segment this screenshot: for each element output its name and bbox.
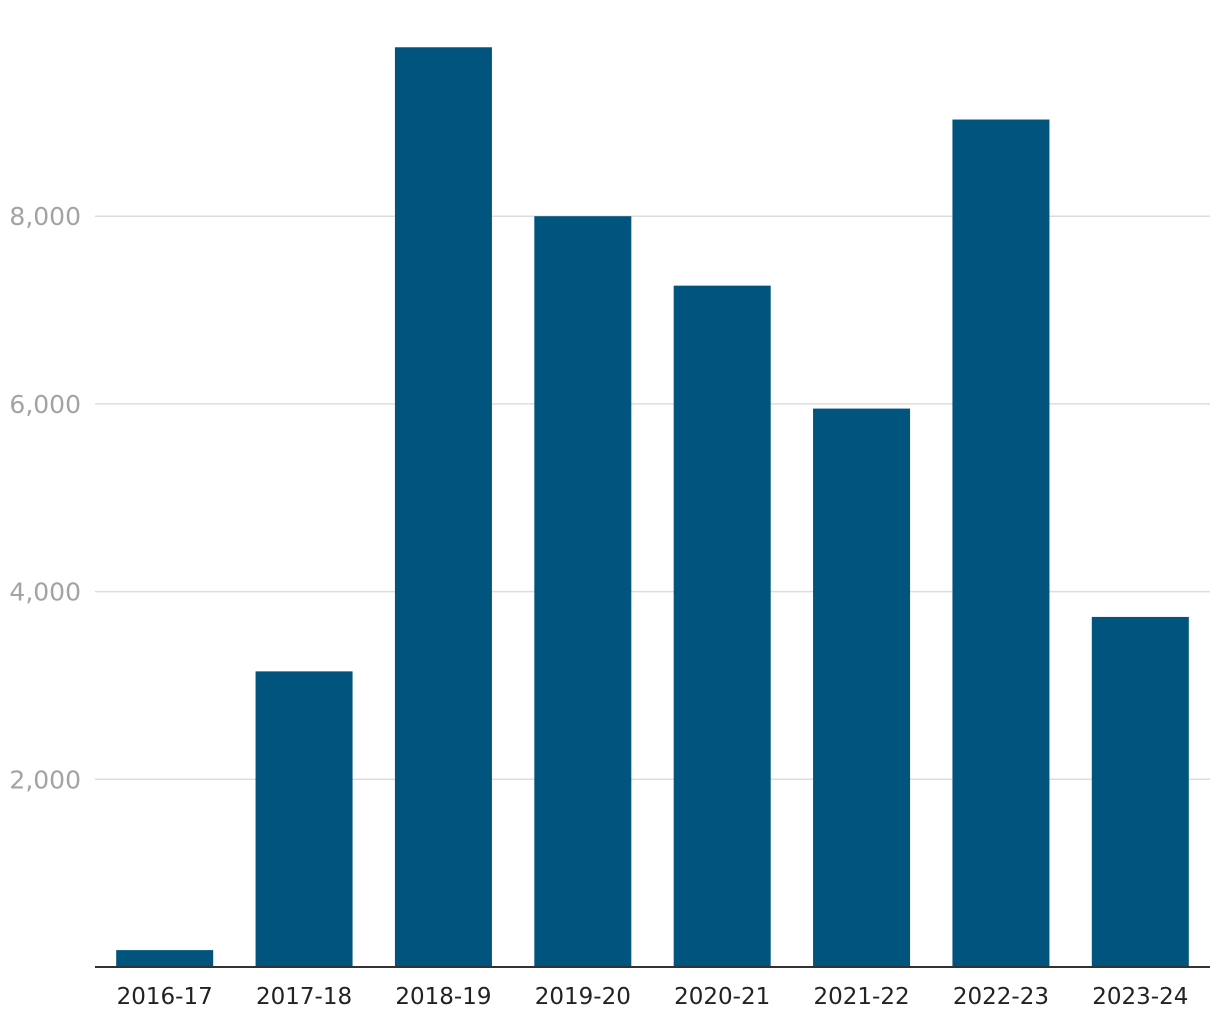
x-tick-label: 2020-21 [674, 984, 770, 1010]
x-tick-label: 2016-17 [117, 984, 213, 1010]
bar-2017-18 [255, 671, 353, 967]
bar-2021-22 [813, 408, 911, 967]
x-tick-label: 2018-19 [395, 984, 491, 1010]
x-tick-label: 2021-22 [814, 984, 910, 1010]
bar-2016-17 [116, 950, 214, 967]
x-axis-ticks: 2016-17 2017-18 2018-19 2019-20 2020-21 2021-… [117, 984, 1189, 1010]
bars-layer [116, 47, 1189, 968]
x-tick-label: 2017-18 [256, 984, 352, 1010]
y-tick-label: 2,000 [9, 765, 81, 794]
bar-2019-20 [534, 216, 632, 967]
x-tick-label: 2022-23 [953, 984, 1049, 1010]
y-axis-ticks: 2,000 4,000 6,000 8,000 [9, 202, 81, 794]
bar-2020-21 [673, 285, 771, 967]
y-tick-label: 4,000 [9, 578, 81, 607]
y-tick-label: 8,000 [9, 202, 81, 231]
bar-2022-23 [952, 119, 1050, 968]
bar-2023-24 [1091, 616, 1189, 967]
x-tick-label: 2019-20 [535, 984, 631, 1010]
x-tick-label: 2023-24 [1092, 984, 1188, 1010]
bar-2018-19 [394, 47, 492, 967]
y-tick-label: 6,000 [9, 390, 81, 419]
